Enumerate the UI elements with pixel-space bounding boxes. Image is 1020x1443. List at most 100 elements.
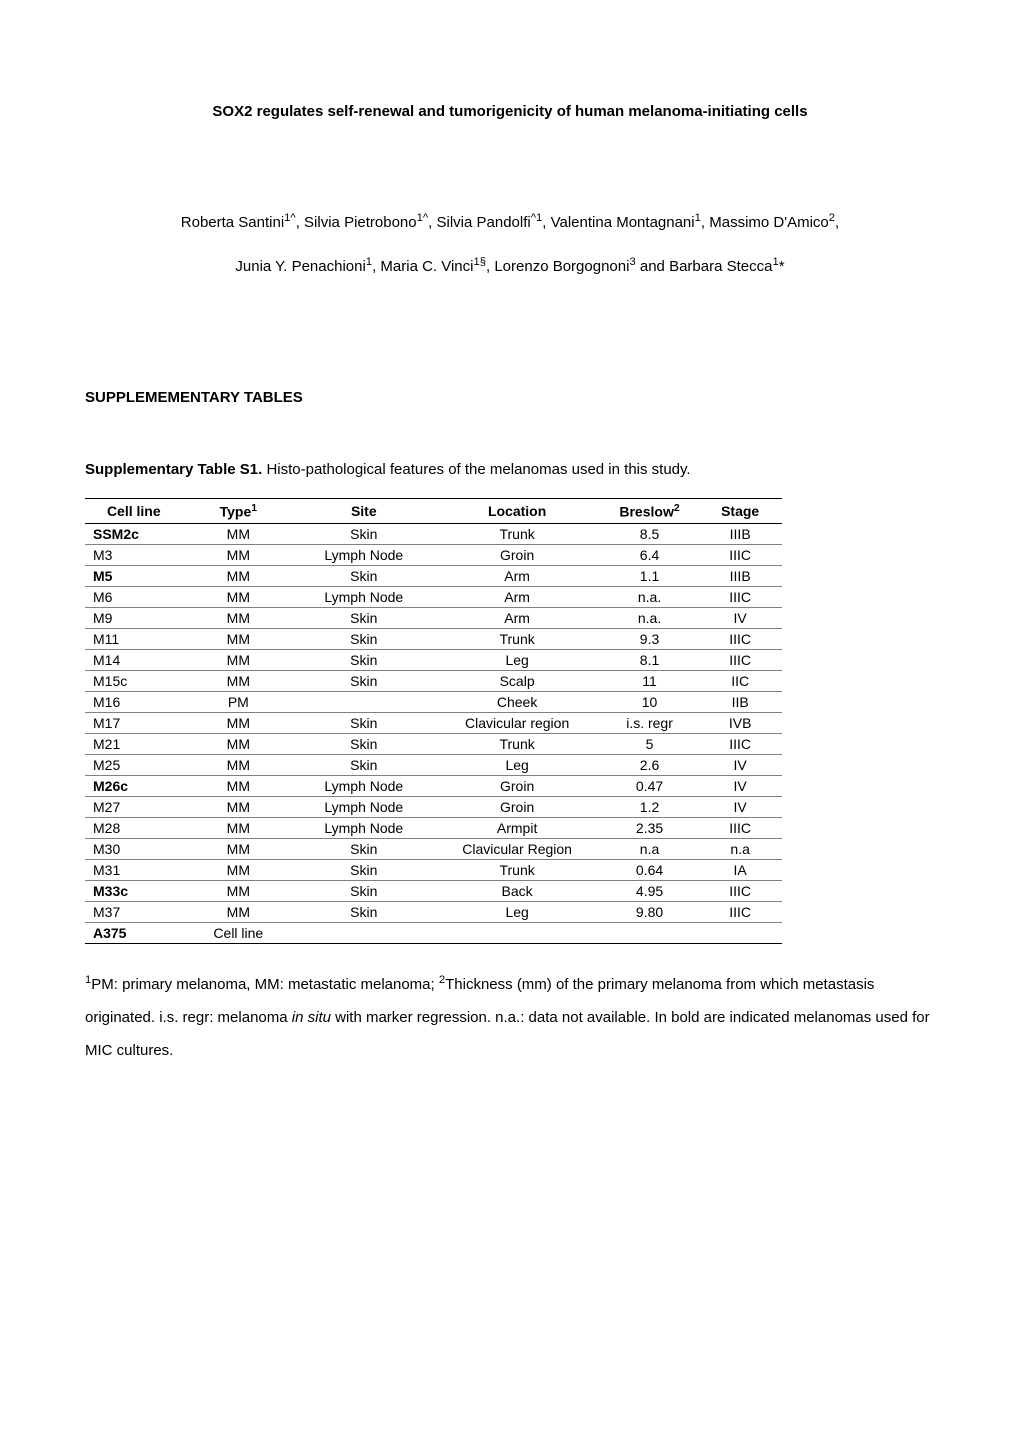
cell-site: Skin [294,880,433,901]
cell-stage: IIB [698,691,782,712]
cell-site: Skin [294,565,433,586]
cell-breslow: 0.64 [601,859,699,880]
cell-stage: IV [698,775,782,796]
cell-breslow [601,922,699,943]
col-sup: 2 [674,502,680,514]
cell-breslow: 8.1 [601,649,699,670]
table-row: M9MMSkinArmn.a.IV [85,607,782,628]
table-row: M31MMSkinTrunk0.64IA [85,859,782,880]
cell-cell-line: M3 [85,544,183,565]
cell-stage: IIIC [698,880,782,901]
cell-breslow: n.a. [601,607,699,628]
cell-location: Trunk [433,523,600,544]
table-row: M6MMLymph NodeArmn.a.IIIC [85,586,782,607]
cell-cell-line: A375 [85,922,183,943]
cell-location: Arm [433,607,600,628]
cell-stage: IA [698,859,782,880]
cell-site: Lymph Node [294,775,433,796]
cell-site [294,691,433,712]
cell-site: Skin [294,607,433,628]
col-breslow: Breslow2 [601,499,699,524]
cell-stage: IIIC [698,544,782,565]
table-row: A375Cell line [85,922,782,943]
cell-cell-line: M14 [85,649,183,670]
cell-location: Leg [433,754,600,775]
cell-breslow: i.s. regr [601,712,699,733]
cell-cell-line: M15c [85,670,183,691]
affil-sup: 1§ [473,256,486,268]
cell-stage: IV [698,796,782,817]
col-cell-line: Cell line [85,499,183,524]
cell-cell-line: SSM2c [85,523,183,544]
table-row: M16PMCheek10IIB [85,691,782,712]
table-footnote: 1PM: primary melanoma, MM: metastatic me… [85,968,935,1067]
cell-stage: IIIC [698,901,782,922]
cell-type: MM [183,880,295,901]
cell-breslow: 0.47 [601,775,699,796]
cell-site: Lymph Node [294,544,433,565]
cell-breslow: 6.4 [601,544,699,565]
table-row: M15cMMSkinScalp11IIC [85,670,782,691]
cell-breslow: n.a. [601,586,699,607]
table-row: M21MMSkinTrunk5IIIC [85,733,782,754]
cell-type: MM [183,649,295,670]
author-text: , Valentina Montagnani [542,214,694,231]
page-title: SOX2 regulates self-renewal and tumorige… [85,100,935,124]
cell-type: MM [183,754,295,775]
cell-location: Trunk [433,733,600,754]
cell-cell-line: M37 [85,901,183,922]
cell-cell-line: M31 [85,859,183,880]
cell-type: MM [183,607,295,628]
data-table: Cell line Type1 Site Location Breslow2 S… [85,498,782,944]
cell-breslow: 10 [601,691,699,712]
table-row: M25MMSkinLeg2.6IV [85,754,782,775]
cell-type: MM [183,544,295,565]
cell-breslow: 1.1 [601,565,699,586]
cell-location: Trunk [433,628,600,649]
cell-type: MM [183,565,295,586]
caption-text: Histo-pathological features of the melan… [262,461,690,478]
cell-site: Skin [294,859,433,880]
table-row: M3MMLymph NodeGroin6.4IIIC [85,544,782,565]
author-text: * [779,258,785,275]
author-text: , Silvia Pandolfi [428,214,531,231]
cell-type: MM [183,859,295,880]
caption-bold: Supplementary Table S1. [85,461,262,478]
footnote-italic: in situ [292,1009,331,1026]
table-row: M37MMSkinLeg9.80IIIC [85,901,782,922]
col-location: Location [433,499,600,524]
cell-location: Armpit [433,817,600,838]
affil-sup: ^1 [531,212,543,224]
cell-location: Cheek [433,691,600,712]
cell-site: Skin [294,754,433,775]
cell-location: Groin [433,796,600,817]
cell-stage: IIIC [698,733,782,754]
cell-type: MM [183,796,295,817]
cell-type: MM [183,712,295,733]
author-text: Roberta Santini [181,214,284,231]
cell-cell-line: M11 [85,628,183,649]
cell-cell-line: M33c [85,880,183,901]
cell-type: MM [183,775,295,796]
cell-location: Scalp [433,670,600,691]
cell-location: Trunk [433,859,600,880]
cell-stage: n.a [698,838,782,859]
col-sup: 1 [251,502,257,514]
cell-type: MM [183,901,295,922]
cell-cell-line: M28 [85,817,183,838]
cell-breslow: 9.80 [601,901,699,922]
cell-site: Skin [294,523,433,544]
cell-stage: IV [698,607,782,628]
table-row: M11MMSkinTrunk9.3IIIC [85,628,782,649]
cell-breslow: 1.2 [601,796,699,817]
cell-stage: IIIC [698,586,782,607]
cell-stage: IIIC [698,649,782,670]
cell-type: Cell line [183,922,295,943]
table-row: M26cMMLymph NodeGroin0.47IV [85,775,782,796]
table-row: SSM2cMMSkinTrunk8.5IIIB [85,523,782,544]
col-stage: Stage [698,499,782,524]
author-text: , Maria C. Vinci [372,258,473,275]
author-text: , Massimo D'Amico [701,214,829,231]
cell-breslow: n.a [601,838,699,859]
cell-type: MM [183,838,295,859]
